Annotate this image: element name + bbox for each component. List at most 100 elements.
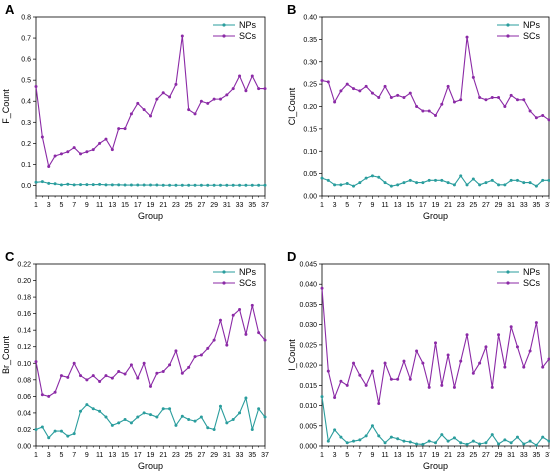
data-point-nps	[415, 181, 419, 185]
data-point-nps	[206, 426, 210, 430]
x-tick-label: 9	[85, 202, 89, 209]
x-tick-label: 5	[345, 452, 349, 459]
data-point-scs	[389, 377, 393, 381]
data-point-nps	[238, 183, 242, 187]
data-point-scs	[155, 371, 159, 375]
data-point-nps	[446, 439, 450, 443]
data-point-scs	[40, 393, 44, 397]
y-tick-label: 0.05	[303, 171, 317, 178]
x-tick-label: 33	[520, 202, 528, 209]
data-point-nps	[459, 174, 463, 178]
data-point-nps	[218, 183, 222, 187]
y-tick-label: 0.35	[303, 37, 317, 44]
data-point-nps	[231, 183, 235, 187]
data-point-scs	[34, 360, 38, 364]
data-point-scs	[66, 150, 70, 154]
x-tick-label: 23	[172, 202, 180, 209]
legend-label: SCs	[523, 278, 541, 288]
data-point-nps	[149, 183, 152, 187]
data-point-scs	[484, 98, 488, 102]
data-point-scs	[515, 345, 519, 349]
data-point-nps	[225, 421, 229, 425]
y-tick-label: 0.25	[303, 82, 317, 89]
data-point-scs	[345, 383, 349, 387]
data-point-nps	[161, 183, 165, 187]
x-tick-label: 29	[210, 452, 218, 459]
data-point-nps	[47, 181, 51, 185]
data-point-nps	[149, 413, 152, 417]
data-point-nps	[129, 421, 133, 425]
x-tick-label: 1	[34, 202, 38, 209]
x-tick-label: 15	[121, 452, 129, 459]
data-point-nps	[238, 411, 242, 415]
x-tick-label: 7	[358, 452, 362, 459]
data-point-nps	[471, 177, 475, 181]
data-point-scs	[377, 96, 381, 100]
legend-item-nps: NPs	[213, 20, 257, 30]
x-tick-label: 11	[96, 452, 103, 459]
x-tick-label: 35	[248, 452, 256, 459]
data-point-scs	[123, 127, 127, 131]
data-point-scs	[547, 357, 550, 361]
data-point-scs	[110, 148, 114, 152]
x-tick-label: 13	[108, 202, 116, 209]
chart-panel-d: D 0.000 0.005 0.010 0.015 0.020 0.025 0.030 0.03…	[287, 249, 550, 471]
data-point-nps	[402, 439, 406, 443]
x-tick-label: 25	[469, 452, 477, 459]
x-tick-label: 13	[394, 202, 402, 209]
chart-panel-b: B0.000.050.100.150.200.250.300.350.401 3 5…	[287, 2, 550, 221]
data-point-nps	[244, 396, 248, 400]
y-tick-label: 0.040	[299, 282, 317, 289]
data-point-scs	[358, 373, 362, 377]
data-point-nps	[534, 443, 538, 447]
data-point-nps	[104, 415, 108, 419]
data-point-scs	[40, 135, 44, 139]
data-point-nps	[547, 178, 550, 182]
data-point-scs	[541, 365, 545, 369]
data-point-nps	[59, 429, 63, 433]
data-point-scs	[370, 91, 374, 95]
data-point-nps	[72, 183, 76, 187]
x-tick-label: 27	[197, 452, 205, 459]
data-point-scs	[490, 385, 494, 389]
data-point-scs	[421, 109, 425, 113]
data-point-nps	[333, 183, 337, 187]
y-tick-label: 0.010	[299, 403, 317, 410]
y-axis-label: Br_Count	[1, 335, 11, 374]
series-line-scs	[321, 37, 550, 121]
data-point-nps	[490, 178, 494, 182]
data-point-scs	[383, 84, 387, 88]
data-point-scs	[187, 365, 191, 369]
data-point-scs	[339, 89, 343, 93]
data-point-nps	[40, 425, 44, 429]
y-tick-label: 0.1	[21, 162, 31, 169]
x-tick-label: 37	[261, 202, 269, 209]
legend-marker	[506, 23, 510, 27]
x-tick-label: 7	[72, 452, 76, 459]
data-point-nps	[66, 434, 70, 438]
y-tick-label: 0.08	[17, 377, 31, 384]
data-point-scs	[541, 113, 545, 117]
data-point-scs	[136, 101, 140, 105]
data-point-scs	[459, 98, 463, 102]
series-line-nps	[321, 396, 550, 446]
data-point-scs	[218, 318, 222, 322]
x-tick-label: 23	[457, 202, 465, 209]
data-point-scs	[534, 116, 538, 120]
x-tick-label: 13	[108, 452, 116, 459]
x-tick-label: 19	[147, 202, 155, 209]
series-line-scs	[35, 305, 266, 397]
data-point-nps	[534, 184, 538, 188]
x-tick-label: 17	[419, 452, 427, 459]
x-tick-label: 37	[545, 452, 550, 459]
legend-label: NPs	[239, 267, 257, 277]
data-point-scs	[465, 333, 469, 337]
data-point-scs	[212, 338, 216, 342]
data-point-scs	[238, 308, 242, 311]
data-point-nps	[345, 441, 349, 445]
data-point-nps	[402, 181, 406, 185]
data-point-nps	[471, 439, 475, 443]
data-point-nps	[136, 415, 140, 419]
panel-letter: A	[5, 2, 15, 17]
data-point-scs	[427, 109, 431, 113]
